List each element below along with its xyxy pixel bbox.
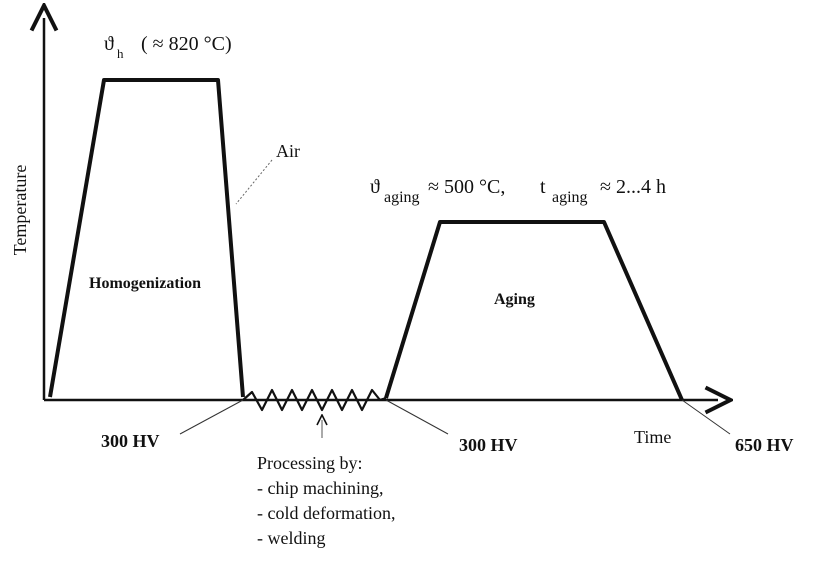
- hardness-label-3: 650 HV: [735, 435, 794, 455]
- aging-temp-value: ≈ 500 °C,: [428, 176, 505, 198]
- aging-time-value: ≈ 2...4 h: [600, 176, 666, 198]
- air-label: Air: [276, 141, 300, 161]
- hardness-label-1: 300 HV: [101, 431, 160, 451]
- hv1-leader: [179, 399, 244, 435]
- x-axis-label: Time: [634, 427, 671, 447]
- aging-temp-subscript: aging: [384, 189, 420, 206]
- processing-title: Processing by:: [257, 453, 363, 473]
- aging-temp-symbol: ϑ: [370, 176, 380, 198]
- homogenization-temp-note: ( ≈ 820 °C): [141, 33, 232, 55]
- processing-item-2: - cold deformation,: [257, 503, 395, 523]
- hv2-leader: [385, 399, 449, 435]
- processing-item-3: - welding: [257, 528, 325, 548]
- homogenization-profile: [48, 78, 245, 398]
- air-leader: [235, 159, 273, 205]
- aging-time-subscript: aging: [552, 189, 588, 206]
- processing-zigzag: [242, 388, 387, 412]
- homogenization-temp-symbol: ϑ: [104, 33, 114, 55]
- aging-time-symbol: t: [540, 176, 546, 198]
- aging-stage-label: Aging: [494, 291, 535, 308]
- homogenization-temp-subscript: h: [117, 46, 124, 61]
- y-axis-label: Temperature: [10, 165, 30, 256]
- hardness-label-2: 300 HV: [459, 435, 518, 455]
- aging-profile: [384, 220, 684, 401]
- processing-item-1: - chip machining,: [257, 478, 383, 498]
- homogenization-stage-label: Homogenization: [89, 275, 201, 292]
- hv3-leader: [681, 399, 731, 435]
